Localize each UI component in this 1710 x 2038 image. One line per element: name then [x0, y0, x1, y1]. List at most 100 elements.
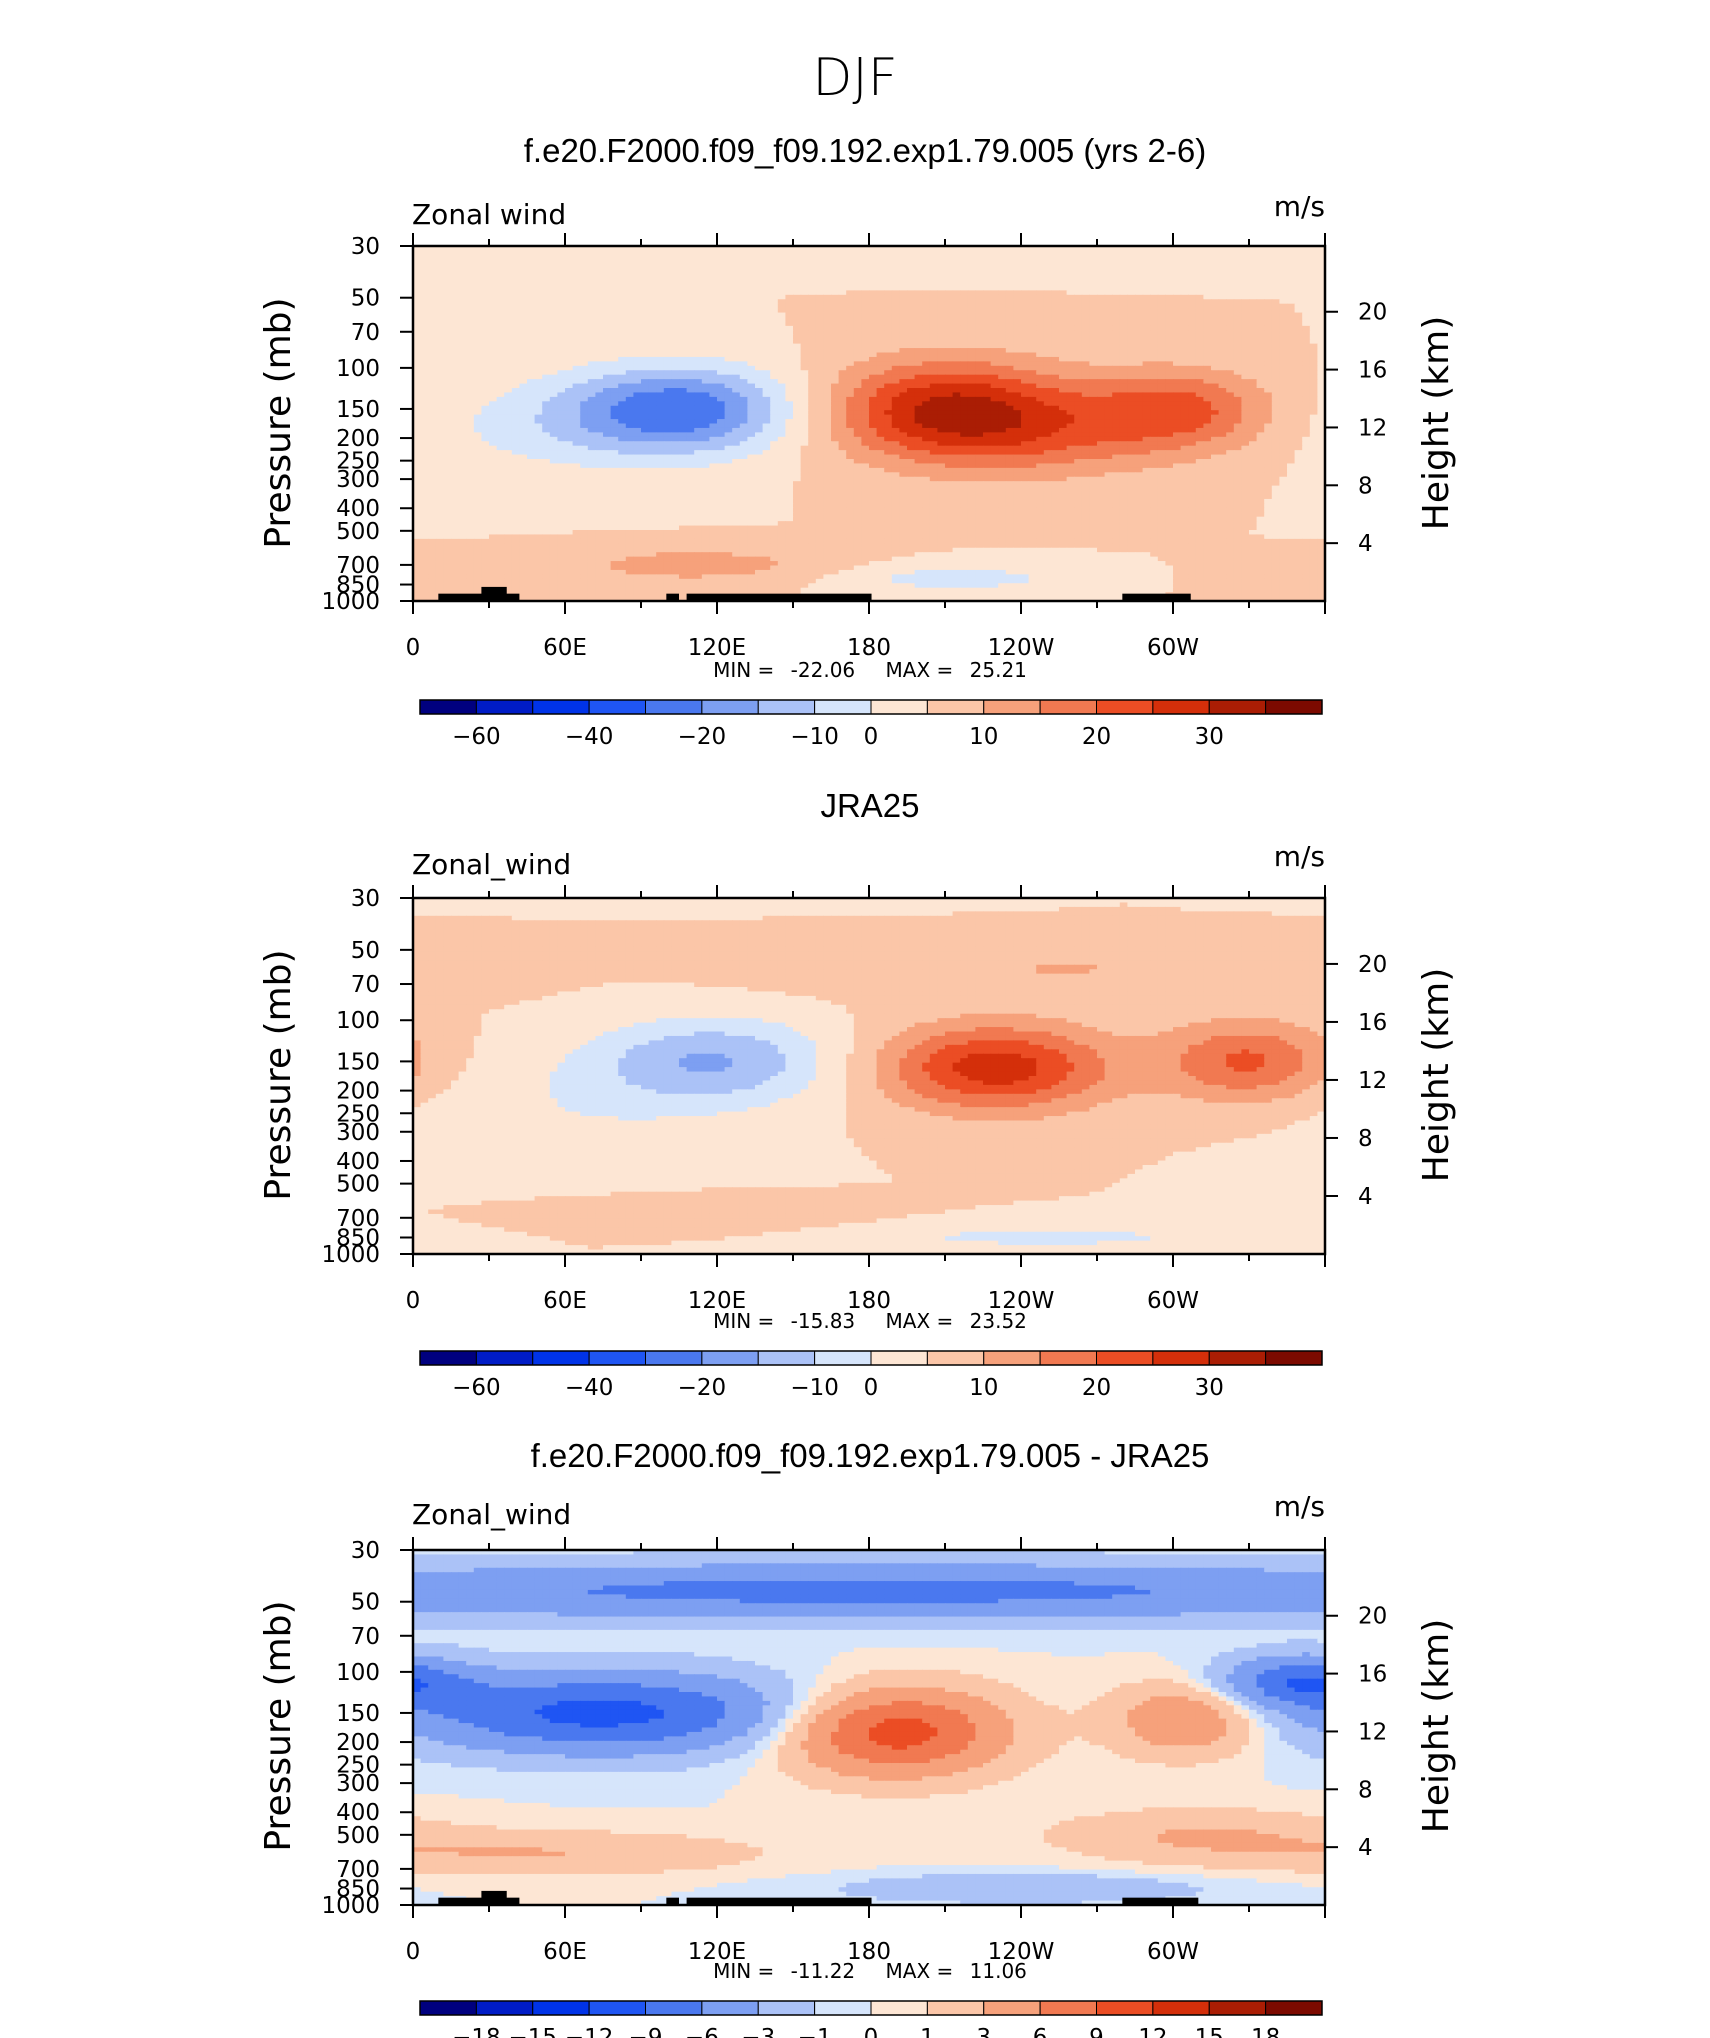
heatmap-cell [595, 379, 603, 384]
heatmap-cell [991, 321, 999, 326]
heatmap-cell [1089, 348, 1097, 353]
heatmap-cell [664, 375, 672, 380]
heatmap-cell [557, 317, 565, 322]
heatmap-cell [550, 295, 558, 300]
heatmap-cell [1234, 282, 1242, 287]
heatmap-cell [945, 410, 953, 415]
heatmap-cell [998, 379, 1006, 384]
heatmap-cell [1272, 268, 1280, 273]
heatmap-cell [808, 397, 816, 402]
heatmap-cell [755, 321, 763, 326]
heatmap-cell [527, 295, 535, 300]
heatmap-cell [1127, 264, 1135, 269]
heatmap-cell [930, 370, 938, 375]
heatmap-cell [907, 388, 915, 393]
heatmap-cell [565, 330, 573, 335]
heatmap-cell [519, 410, 527, 415]
heatmap-cell [649, 428, 657, 433]
heatmap-cell [481, 379, 489, 384]
heatmap-cell [641, 317, 649, 322]
heatmap-cell [1036, 308, 1044, 313]
heatmap-cell [436, 384, 444, 389]
heatmap-cell [960, 339, 968, 344]
heatmap-cell [770, 428, 778, 433]
heatmap-cell [823, 419, 831, 424]
heatmap-cell [1257, 357, 1265, 362]
heatmap-cell [550, 335, 558, 340]
heatmap-cell [679, 273, 687, 278]
heatmap-cell [1013, 397, 1021, 402]
heatmap-cell [899, 268, 907, 273]
heatmap-cell [656, 424, 664, 429]
heatmap-cell [519, 357, 527, 362]
heatmap-cell [656, 428, 664, 433]
heatmap-cell [1249, 370, 1257, 375]
heatmap-cell [466, 375, 474, 380]
heatmap-cell [1241, 419, 1249, 424]
heatmap-cell [930, 388, 938, 393]
heatmap-cell [671, 264, 679, 269]
heatmap-cell [702, 401, 710, 406]
heatmap-cell [740, 264, 748, 269]
heatmap-cell [603, 268, 611, 273]
heatmap-cell [1226, 410, 1234, 415]
heatmap-cell [1279, 415, 1287, 420]
heatmap-cell [1295, 290, 1303, 295]
heatmap-cell [785, 397, 793, 402]
heatmap-cell [527, 375, 535, 380]
heatmap-cell [633, 357, 641, 362]
heatmap-cell [679, 326, 687, 331]
heatmap-cell [626, 304, 634, 309]
heatmap-cell [899, 344, 907, 349]
heatmap-cell [702, 410, 710, 415]
heatmap-cell [1036, 401, 1044, 406]
heatmap-cell [1257, 295, 1265, 300]
heatmap-cell [861, 286, 869, 291]
heatmap-cell [1310, 313, 1318, 318]
heatmap-cell [1158, 353, 1166, 358]
heatmap-cell [436, 264, 444, 269]
heatmap-cell [504, 419, 512, 424]
heatmap-cell [557, 428, 565, 433]
heatmap-cell [1135, 353, 1143, 358]
heatmap-cell [725, 313, 733, 318]
heatmap-cell [930, 339, 938, 344]
heatmap-cell [436, 308, 444, 313]
heatmap-cell [573, 406, 581, 411]
heatmap-cell [1021, 415, 1029, 420]
heatmap-cell [489, 335, 497, 340]
heatmap-cell [991, 326, 999, 331]
heatmap-cell [527, 286, 535, 291]
heatmap-cell [694, 290, 702, 295]
heatmap-cell [778, 264, 786, 269]
heatmap-cell [1143, 415, 1151, 420]
heatmap-cell [542, 299, 550, 304]
heatmap-cell [823, 366, 831, 371]
heatmap-cell [595, 428, 603, 433]
heatmap-cell [1226, 268, 1234, 273]
heatmap-cell [755, 282, 763, 287]
heatmap-cell [671, 290, 679, 295]
heatmap-cell [618, 308, 626, 313]
heatmap-cell [747, 255, 755, 260]
heatmap-cell [542, 353, 550, 358]
heatmap-cell [1097, 255, 1105, 260]
heatmap-cell [801, 406, 809, 411]
heatmap-cell [1241, 317, 1249, 322]
heatmap-cell [1013, 250, 1021, 255]
heatmap-cell [1272, 308, 1280, 313]
heatmap-cell [1127, 335, 1135, 340]
heatmap-cell [1287, 339, 1295, 344]
heatmap-cell [580, 290, 588, 295]
heatmap-cell [580, 388, 588, 393]
heatmap-cell [459, 388, 467, 393]
heatmap-cell [595, 388, 603, 393]
heatmap-cell [1120, 304, 1128, 309]
heatmap-cell [573, 299, 581, 304]
heatmap-cell [1196, 268, 1204, 273]
heatmap-cell [1279, 290, 1287, 295]
heatmap-cell [557, 295, 565, 300]
heatmap-cell [1059, 313, 1067, 318]
heatmap-cell [1295, 286, 1303, 291]
heatmap-cell [535, 379, 543, 384]
